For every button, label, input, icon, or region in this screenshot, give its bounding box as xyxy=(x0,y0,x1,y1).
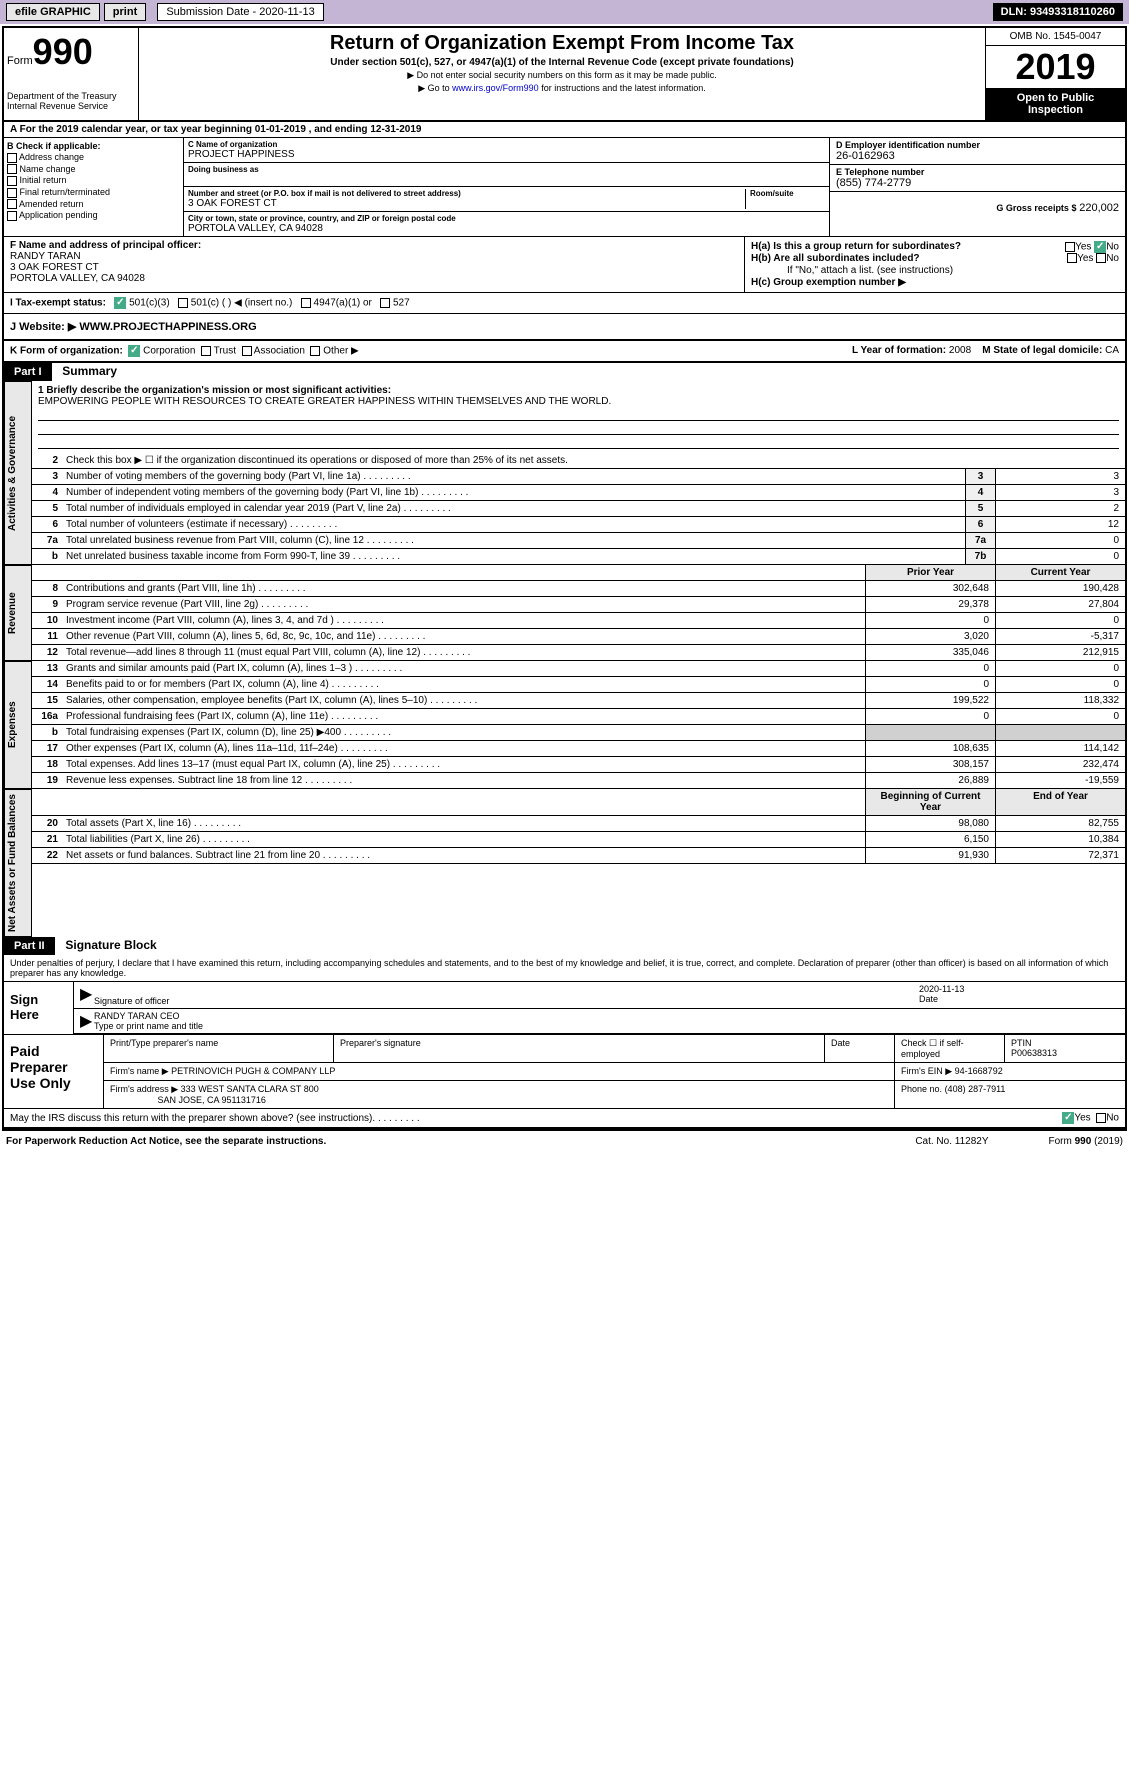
line-5: 5Total number of individuals employed in… xyxy=(32,501,1125,517)
mission-text: EMPOWERING PEOPLE WITH RESOURCES TO CREA… xyxy=(38,396,1119,407)
officer-name-title: RANDY TARAN CEO xyxy=(94,1011,1119,1021)
org-address: 3 OAK FOREST CT xyxy=(188,198,745,209)
line-11: 11Other revenue (Part VIII, column (A), … xyxy=(32,629,1125,645)
perjury-text: Under penalties of perjury, I declare th… xyxy=(4,955,1125,981)
tax-year: 2019 xyxy=(986,46,1125,88)
chk-no-group[interactable]: ✓ xyxy=(1094,241,1106,253)
line-18: 18Total expenses. Add lines 13–17 (must … xyxy=(32,757,1125,773)
row-j: J Website: ▶ WWW.PROJECTHAPPINESS.ORG xyxy=(4,314,1125,341)
footer: For Paperwork Reduction Act Notice, see … xyxy=(0,1133,1129,1150)
line-21: 21Total liabilities (Part X, line 26)6,1… xyxy=(32,832,1125,848)
chk-discuss-yes[interactable]: ✓ xyxy=(1062,1112,1074,1124)
paid-preparer-label: Paid Preparer Use Only xyxy=(4,1035,104,1108)
form-footer: Form 990 (2019) xyxy=(1049,1136,1123,1147)
form990-link[interactable]: www.irs.gov/Form990 xyxy=(452,83,539,93)
chk-address[interactable] xyxy=(7,153,17,163)
form-title: Return of Organization Exempt From Incom… xyxy=(143,32,981,55)
form-number: 990 xyxy=(33,31,93,72)
line-13: 13Grants and similar amounts paid (Part … xyxy=(32,661,1125,677)
line-22: 22Net assets or fund balances. Subtract … xyxy=(32,848,1125,864)
side-expenses: Expenses xyxy=(4,661,32,789)
chk-initial[interactable] xyxy=(7,176,17,186)
line-3: 3Number of voting members of the governi… xyxy=(32,469,1125,485)
line-16a: 16aProfessional fundraising fees (Part I… xyxy=(32,709,1125,725)
form-title-block: Return of Organization Exempt From Incom… xyxy=(139,28,985,120)
chk-amended[interactable] xyxy=(7,199,17,209)
side-netassets: Net Assets or Fund Balances xyxy=(4,789,32,937)
section-f: F Name and address of principal officer:… xyxy=(4,237,745,292)
dept-treasury: Department of the Treasury xyxy=(7,91,135,101)
form-note-2: ▶ Go to www.irs.gov/Form990 for instruct… xyxy=(143,83,981,94)
section-b: B Check if applicable: Address change Na… xyxy=(4,138,184,236)
side-governance: Activities & Governance xyxy=(4,381,32,565)
form-subtitle: Under section 501(c), 527, or 4947(a)(1)… xyxy=(143,57,981,68)
line-9: 9Program service revenue (Part VIII, lin… xyxy=(32,597,1125,613)
form-990: Form990 Department of the Treasury Inter… xyxy=(2,26,1127,1131)
line-10: 10Investment income (Part VIII, column (… xyxy=(32,613,1125,629)
year-formation: 2008 xyxy=(949,345,971,356)
line-b: bTotal fundraising expenses (Part IX, co… xyxy=(32,725,1125,741)
chk-pending[interactable] xyxy=(7,211,17,221)
state-domicile: CA xyxy=(1105,345,1119,356)
ein-value: 26-0162963 xyxy=(836,150,1119,162)
part-2: Part II Signature Block Under penalties … xyxy=(4,937,1125,1129)
row-k: K Form of organization: ✓ Corporation Tr… xyxy=(4,341,1125,363)
dln-number: DLN: 93493318110260 xyxy=(993,3,1123,21)
section-c: C Name of organization PROJECT HAPPINESS… xyxy=(184,138,830,236)
line-7a: 7aTotal unrelated business revenue from … xyxy=(32,533,1125,549)
line-14: 14Benefits paid to or for members (Part … xyxy=(32,677,1125,693)
phone-value: (855) 774-2779 xyxy=(836,177,1119,189)
chk-final[interactable] xyxy=(7,188,17,198)
line-8: 8Contributions and grants (Part VIII, li… xyxy=(32,581,1125,597)
line-b: bNet unrelated business taxable income f… xyxy=(32,549,1125,565)
irs-label: Internal Revenue Service xyxy=(7,101,135,111)
row-i: I Tax-exempt status: ✓ 501(c)(3) 501(c) … xyxy=(4,293,1125,314)
line-15: 15Salaries, other compensation, employee… xyxy=(32,693,1125,709)
firm-ein: 94-1668792 xyxy=(955,1066,1003,1076)
org-city: PORTOLA VALLEY, CA 94028 xyxy=(188,223,825,234)
firm-name: PETRINOVICH PUGH & COMPANY LLP xyxy=(171,1066,335,1076)
open-public-label: Open to Public Inspection xyxy=(986,88,1125,120)
efile-header: efile GRAPHIC print Submission Date - 20… xyxy=(0,0,1129,24)
line-19: 19Revenue less expenses. Subtract line 1… xyxy=(32,773,1125,789)
chk-corp[interactable]: ✓ xyxy=(128,345,140,357)
period-row: A For the 2019 calendar year, or tax yea… xyxy=(4,122,1125,138)
line-6: 6Total number of volunteers (estimate if… xyxy=(32,517,1125,533)
efile-label: efile GRAPHIC xyxy=(6,3,100,21)
submission-label xyxy=(150,6,153,18)
org-name: PROJECT HAPPINESS xyxy=(188,149,825,160)
line-17: 17Other expenses (Part IX, column (A), l… xyxy=(32,741,1125,757)
officer-name: RANDY TARAN xyxy=(10,251,738,262)
form-note-1: ▶ Do not enter social security numbers o… xyxy=(143,70,981,81)
section-h: H(a) Is this a group return for subordin… xyxy=(745,237,1125,292)
ptin-value: P00638313 xyxy=(1011,1048,1119,1058)
print-button[interactable]: print xyxy=(104,3,146,21)
form-left-col: Form990 Department of the Treasury Inter… xyxy=(4,28,139,120)
form-right-col: OMB No. 1545-0047 2019 Open to Public In… xyxy=(985,28,1125,120)
chk-501c3[interactable]: ✓ xyxy=(114,297,126,309)
section-de: D Employer identification number 26-0162… xyxy=(830,138,1125,236)
firm-phone: (408) 287-7911 xyxy=(945,1084,1006,1094)
line-12: 12Total revenue—add lines 8 through 11 (… xyxy=(32,645,1125,661)
line-20: 20Total assets (Part X, line 16)98,08082… xyxy=(32,816,1125,832)
submission-date: Submission Date - 2020-11-13 xyxy=(157,3,323,21)
sig-date: 2020-11-13 xyxy=(919,984,1119,994)
line-4: 4Number of independent voting members of… xyxy=(32,485,1125,501)
chk-name[interactable] xyxy=(7,164,17,174)
omb-number: OMB No. 1545-0047 xyxy=(986,28,1125,46)
sign-here-label: Sign Here xyxy=(4,982,74,1034)
part-1: Part I Summary Activities & Governance 1… xyxy=(4,363,1125,937)
side-revenue: Revenue xyxy=(4,565,32,661)
website-value: WWW.PROJECTHAPPINESS.ORG xyxy=(79,321,256,333)
gross-receipts: 220,002 xyxy=(1079,202,1119,214)
